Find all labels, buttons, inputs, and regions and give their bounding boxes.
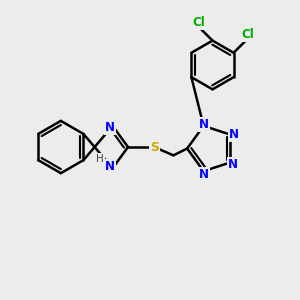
Text: H: H bbox=[96, 154, 104, 164]
Text: N: N bbox=[229, 128, 239, 141]
Text: N: N bbox=[199, 168, 208, 181]
Text: Cl: Cl bbox=[192, 16, 205, 29]
Text: N: N bbox=[199, 118, 208, 130]
Text: N: N bbox=[105, 160, 115, 173]
Text: Cl: Cl bbox=[241, 28, 254, 41]
Text: S: S bbox=[150, 140, 159, 154]
Text: N: N bbox=[228, 158, 238, 171]
Text: N: N bbox=[105, 121, 115, 134]
